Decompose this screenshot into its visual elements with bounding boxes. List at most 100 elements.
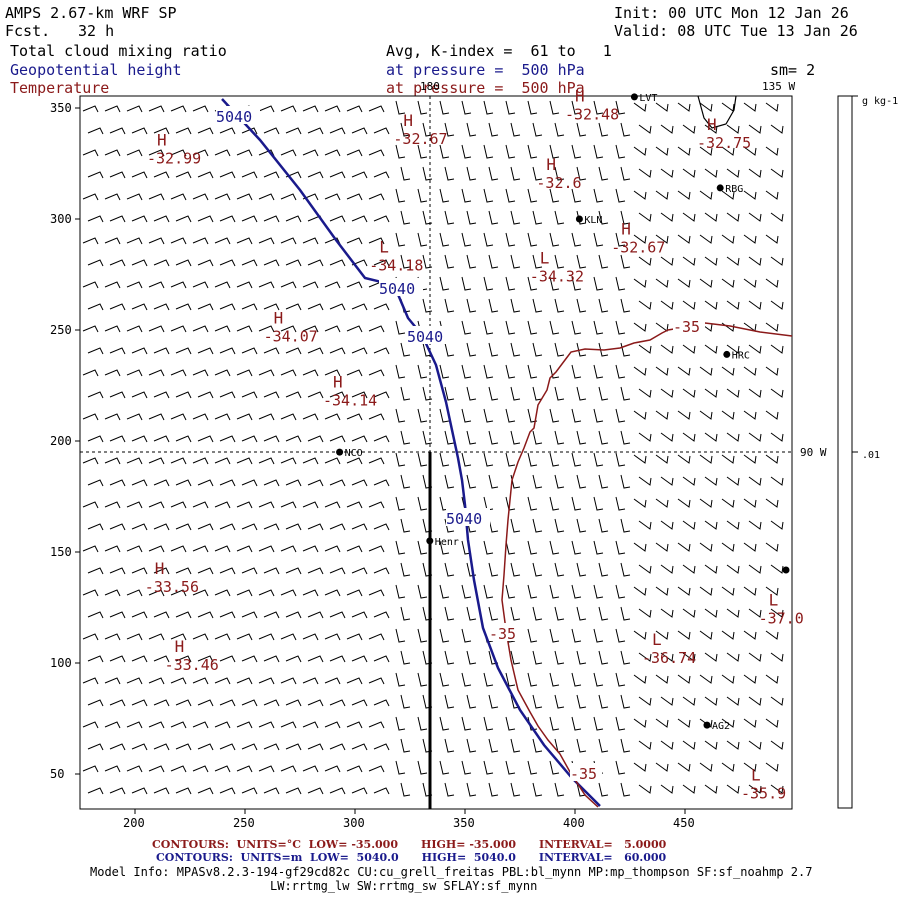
wind-barb	[153, 347, 170, 355]
wind-barb	[615, 628, 626, 643]
wind-barb	[175, 699, 192, 707]
wind-barb	[726, 608, 740, 618]
wind-barb	[395, 496, 406, 511]
wind-barb	[615, 188, 626, 203]
wind-barb	[748, 608, 762, 618]
wind-barb	[346, 765, 363, 773]
wind-barb	[576, 782, 587, 797]
wind-barb	[329, 655, 346, 663]
wind-barb	[280, 545, 297, 553]
wind-barb	[483, 232, 494, 247]
wind-barb	[368, 193, 385, 201]
wind-barb	[126, 105, 143, 113]
wind-barb	[82, 237, 99, 245]
wind-barb	[444, 166, 455, 181]
wind-barb	[576, 430, 587, 445]
wind-barb	[660, 520, 674, 530]
wind-barb	[699, 366, 713, 376]
wind-barb	[699, 278, 713, 288]
wind-barb	[593, 364, 604, 379]
wind-barb	[241, 611, 258, 619]
wind-barb	[748, 564, 762, 574]
wind-barb	[236, 149, 253, 157]
wind-barb	[593, 276, 604, 291]
wind-barb	[87, 567, 104, 575]
wind-barb	[87, 479, 104, 487]
wind-barb	[660, 564, 674, 574]
wind-barb	[395, 760, 406, 775]
wind-barb	[148, 105, 165, 113]
wind-barb	[721, 366, 735, 376]
wind-barb	[620, 386, 631, 401]
wind-barb	[704, 388, 718, 398]
wind-barb	[704, 432, 718, 442]
wind-barb	[510, 782, 521, 797]
wind-barb	[192, 325, 209, 333]
wind-barb	[368, 105, 385, 113]
wind-barb	[510, 122, 521, 137]
wind-barb	[677, 146, 691, 156]
wind-barb	[219, 699, 236, 707]
wind-barb	[302, 149, 319, 157]
wind-barb	[417, 452, 428, 467]
wind-barb	[109, 391, 126, 399]
wind-barb	[307, 259, 324, 267]
wind-barb	[510, 342, 521, 357]
wind-barb	[593, 496, 604, 511]
wind-barb	[532, 298, 543, 313]
wind-barb	[263, 215, 280, 223]
wind-barb	[280, 369, 297, 377]
wind-barb	[655, 190, 669, 200]
x-tick-label: 300	[343, 816, 365, 830]
wind-barb	[280, 149, 297, 157]
wind-barb	[488, 210, 499, 225]
wind-barb	[532, 166, 543, 181]
wind-barb	[258, 325, 275, 333]
wind-barb	[346, 457, 363, 465]
wind-barb	[677, 366, 691, 376]
wind-barb	[307, 567, 324, 575]
wind-barb	[655, 102, 669, 112]
wind-barb	[197, 303, 214, 311]
y-tick-label: 250	[50, 323, 72, 337]
wind-barb	[82, 457, 99, 465]
wind-barb	[598, 254, 609, 269]
wind-barb	[721, 586, 735, 596]
wind-barb	[285, 127, 302, 135]
wind-barb	[148, 457, 165, 465]
wind-barb	[324, 633, 341, 641]
wind-barb	[615, 100, 626, 115]
wind-barb	[422, 210, 433, 225]
wind-barb	[638, 256, 652, 266]
wind-barb	[593, 144, 604, 159]
wind-barb	[148, 193, 165, 201]
wind-barb	[439, 628, 450, 643]
wind-barb	[505, 188, 516, 203]
wind-barb	[170, 193, 187, 201]
wind-barb	[554, 694, 565, 709]
wind-barb	[510, 562, 521, 577]
wind-barb	[87, 391, 104, 399]
wind-barb	[770, 388, 784, 398]
wind-barb	[329, 567, 346, 575]
wind-barb	[126, 765, 143, 773]
wind-barb	[329, 127, 346, 135]
wind-barb	[214, 457, 231, 465]
wind-barb	[329, 787, 346, 795]
wind-barb	[620, 562, 631, 577]
wind-barb	[549, 144, 560, 159]
wind-barb	[192, 149, 209, 157]
wind-barb	[82, 325, 99, 333]
wind-barb	[748, 784, 762, 794]
wind-barb	[400, 562, 411, 577]
wind-barb	[615, 144, 626, 159]
wind-barb	[422, 298, 433, 313]
coastline	[697, 95, 737, 129]
wind-barb	[620, 606, 631, 621]
wind-barb	[488, 122, 499, 137]
wind-barb	[466, 254, 477, 269]
avg-k-index: Avg, K-index = 61 to 1	[386, 42, 612, 60]
pressure-mark-letter: H	[157, 131, 167, 150]
wind-barb	[770, 696, 784, 706]
wind-barb	[192, 633, 209, 641]
